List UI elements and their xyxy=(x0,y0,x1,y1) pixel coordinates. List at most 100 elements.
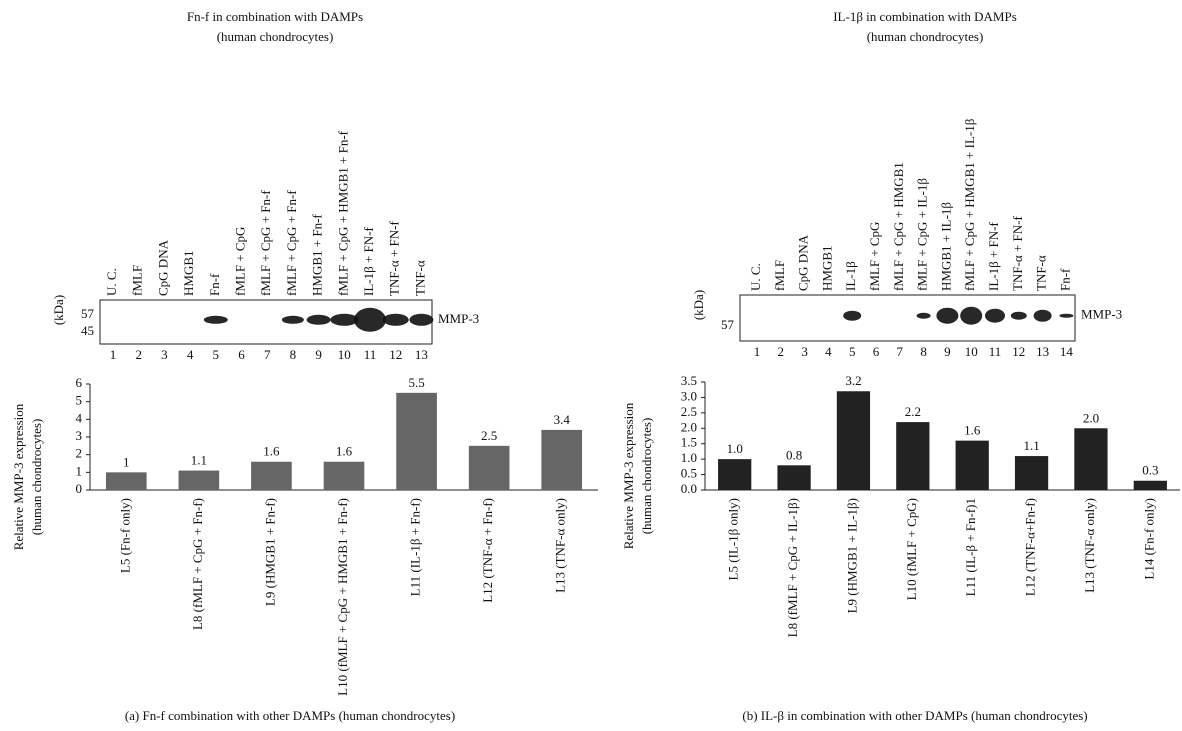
lane-number: 6 xyxy=(238,347,245,362)
lane-number: 6 xyxy=(873,344,880,359)
y-tick-label: 4 xyxy=(76,410,83,425)
bar xyxy=(1014,456,1049,490)
lane-number: 10 xyxy=(965,344,978,359)
bar xyxy=(777,465,811,490)
protein-label: MMP-3 xyxy=(1081,307,1122,322)
y-tick-label: 1.5 xyxy=(681,435,697,450)
y-tick-label: 2.5 xyxy=(681,404,697,419)
blot-band xyxy=(916,312,931,319)
lane-label: TNF-α xyxy=(412,260,427,296)
data-label: 2.0 xyxy=(1083,410,1099,425)
y-tick-label: 2 xyxy=(76,446,83,461)
x-tick-label: L10 (fMLF + CpG) xyxy=(904,498,919,600)
data-label: 3.2 xyxy=(845,373,861,388)
x-tick-label: L12 (TNF-α + Fn-f) xyxy=(480,498,495,603)
bar xyxy=(178,470,220,490)
x-tick-label: L12 (TNF-α+Fn-f) xyxy=(1023,498,1038,596)
bar xyxy=(541,429,583,490)
lane-number: 13 xyxy=(415,347,428,362)
blot-band xyxy=(1010,311,1027,320)
bar xyxy=(718,459,752,490)
lane-label: fMLF xyxy=(130,265,145,296)
lane-number: 2 xyxy=(135,347,142,362)
lane-label: fMLF + CpG + HMGB1 + IL-1β xyxy=(962,118,977,291)
lane-label: TNF-α xyxy=(1034,255,1049,291)
bar xyxy=(836,391,871,490)
lane-number: 4 xyxy=(187,347,194,362)
bar xyxy=(251,461,292,490)
data-label: 1.0 xyxy=(727,441,743,456)
x-tick-label: L9 (HMGB1 + IL-1β) xyxy=(844,498,859,613)
y-axis-label: Relative MMP-3 expression xyxy=(621,402,636,549)
lane-label: Fn-f xyxy=(207,273,222,296)
blot-band xyxy=(1033,309,1052,322)
bar xyxy=(955,440,989,490)
x-tick-label: L5 (IL-1β only) xyxy=(726,498,741,580)
y-axis-label: (human chondrocytes) xyxy=(29,419,44,536)
lane-label: TNF-α + FN-f xyxy=(387,221,402,296)
lane-number: 13 xyxy=(1036,344,1049,359)
blot-band xyxy=(330,313,359,326)
data-label: 1 xyxy=(123,454,130,469)
lane-number: 1 xyxy=(110,347,117,362)
lane-label: CpG DNA xyxy=(796,234,811,291)
x-tick-label: L9 (HMGB1 + Fn-f) xyxy=(262,498,277,606)
data-label: 0.3 xyxy=(1142,463,1158,478)
protein-label: MMP-3 xyxy=(438,311,479,326)
blot-band xyxy=(985,308,1005,323)
data-label: 0.8 xyxy=(786,447,802,462)
y-tick-label: 3 xyxy=(76,428,83,443)
x-tick-label: L13 (TNF-α only) xyxy=(553,498,568,593)
lane-label: IL-1β + FN-f xyxy=(986,222,1001,291)
x-tick-label: L8 (fMLF + CpG + IL-1β) xyxy=(785,498,800,637)
y-tick-label: 2.0 xyxy=(681,419,697,434)
kda-unit: (kDa) xyxy=(691,290,706,320)
blot-band xyxy=(1059,313,1074,318)
caption: (a) Fn-f combination with other DAMPs (h… xyxy=(125,708,455,723)
lane-label: fMLF xyxy=(772,260,787,291)
data-label: 3.4 xyxy=(554,412,571,427)
y-tick-label: 1 xyxy=(76,463,83,478)
lane-label: IL-1β + FN-f xyxy=(361,227,376,296)
lane-label: HMGB1 + Fn-f xyxy=(310,214,325,296)
data-label: 1.6 xyxy=(964,423,981,438)
lane-number: 7 xyxy=(264,347,271,362)
lane-label: fMLF + CpG + HMGB1 + Fn-f xyxy=(335,130,350,296)
y-axis-label: (human chondrocytes) xyxy=(639,418,654,535)
data-label: 1.1 xyxy=(1023,438,1039,453)
lane-number: 7 xyxy=(897,344,904,359)
bar xyxy=(1133,480,1167,490)
chart-title: (human chondrocytes) xyxy=(867,29,984,44)
lane-label: HMGB1 + IL-1β xyxy=(938,202,953,291)
x-tick-label: L11 (IL-1β + Fn-f) xyxy=(408,498,423,596)
y-tick-label: 0.0 xyxy=(681,481,697,496)
kda-marker: 57 xyxy=(721,317,735,332)
y-tick-label: 3.5 xyxy=(681,373,697,388)
kda-unit: (kDa) xyxy=(51,295,66,325)
lane-label: HMGB1 xyxy=(819,245,834,291)
blot-band xyxy=(354,307,386,332)
x-tick-label: L5 (Fn-f only) xyxy=(117,498,132,573)
x-tick-label: L8 (fMLF + CpG + Fn-f) xyxy=(190,498,205,630)
lane-label: fMLF + CpG + Fn-f xyxy=(258,190,273,296)
lane-label: IL-1β xyxy=(843,261,858,291)
lane-number: 5 xyxy=(849,344,856,359)
y-tick-label: 0 xyxy=(76,481,83,496)
bar xyxy=(896,422,930,490)
lane-label: Fn-f xyxy=(1057,268,1072,291)
x-tick-label: L11 (IL-β + Fn-f)1 xyxy=(963,498,978,596)
blot-band xyxy=(409,313,434,326)
bar xyxy=(323,461,365,490)
y-tick-label: 1.0 xyxy=(681,450,697,465)
blot-band xyxy=(382,313,409,326)
lane-label: fMLF + CpG xyxy=(867,222,882,291)
lane-number: 5 xyxy=(213,347,220,362)
lane-number: 2 xyxy=(778,344,785,359)
lane-number: 9 xyxy=(944,344,951,359)
data-label: 5.5 xyxy=(408,375,424,390)
chart-title: Fn-f in combination with DAMPs xyxy=(187,9,363,24)
lane-number: 9 xyxy=(315,347,322,362)
lane-number: 4 xyxy=(825,344,832,359)
blot-band xyxy=(960,306,983,325)
lane-label: fMLF + CpG + IL-1β xyxy=(915,178,930,291)
